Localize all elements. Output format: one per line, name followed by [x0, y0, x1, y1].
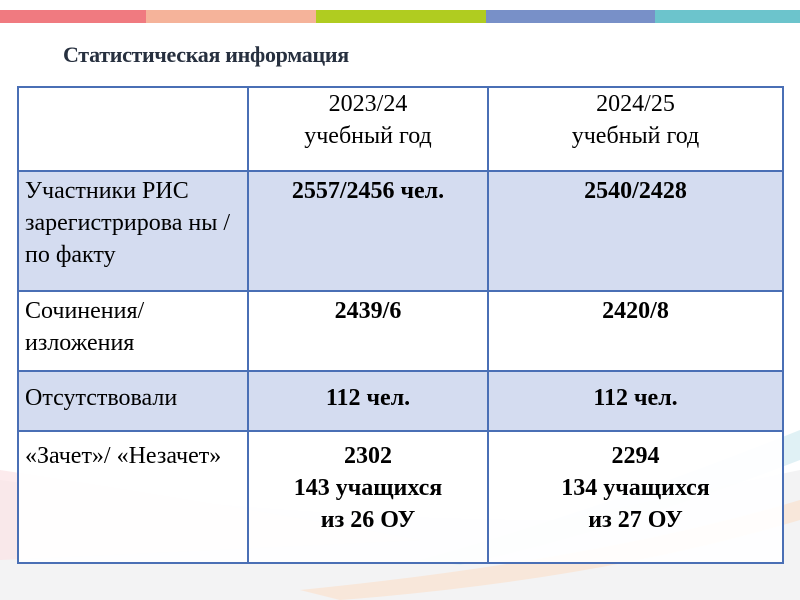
value-2023-24: 2302 143 учащихся из 26 ОУ	[247, 430, 489, 564]
slide-title: Статистическая информация	[63, 42, 349, 67]
value-2023-24: 2439/6	[247, 290, 489, 372]
statistics-table: 2023/24 учебный год 2024/25 учебный год Уч…	[17, 86, 784, 564]
table-row: Участники РИС зарегистрирова ны / по фак…	[17, 170, 784, 292]
color-bar-segment	[0, 10, 146, 23]
value-2023-24: 112 чел.	[247, 370, 489, 432]
table-row: Сочинения/ изложения 2439/6 2420/8	[17, 290, 784, 372]
value-2024-25: 2540/2428	[487, 170, 784, 292]
color-bar-segment	[486, 10, 655, 23]
header-row: 2023/24 учебный год 2024/25 учебный год	[17, 86, 784, 172]
color-bar-segment	[146, 10, 316, 23]
table-row: Отсутствовали 112 чел. 112 чел.	[17, 370, 784, 432]
table-row: «Зачет»/ «Незачет» 2302 143 учащихся из 26…	[17, 430, 784, 564]
header-empty-cell	[17, 86, 249, 172]
row-label: «Зачет»/ «Незачет»	[17, 430, 249, 564]
value-2024-25: 2294 134 учащихся из 27 ОУ	[487, 430, 784, 564]
value-2023-24: 2557/2456 чел.	[247, 170, 489, 292]
header-2024-25: 2024/25 учебный год	[487, 86, 784, 172]
row-label: Сочинения/ изложения	[17, 290, 249, 372]
color-bar-segment	[655, 10, 800, 23]
color-bar-segment	[316, 10, 486, 23]
row-label: Участники РИС зарегистрирова ны / по фак…	[17, 170, 249, 292]
value-2024-25: 2420/8	[487, 290, 784, 372]
value-2024-25: 112 чел.	[487, 370, 784, 432]
row-label: Отсутствовали	[17, 370, 249, 432]
header-2023-24: 2023/24 учебный год	[247, 86, 489, 172]
